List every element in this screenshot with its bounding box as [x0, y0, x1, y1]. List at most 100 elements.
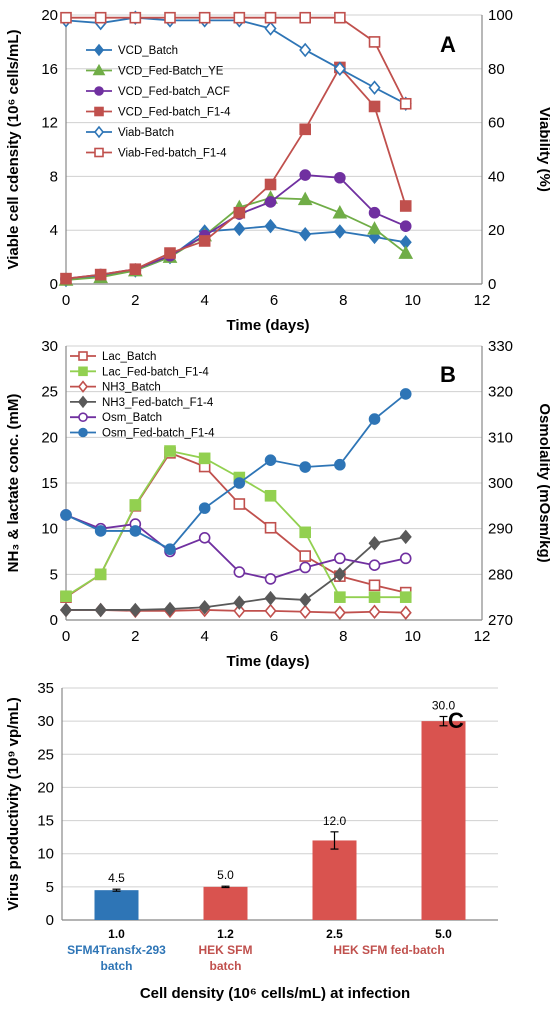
data-point: [264, 218, 277, 234]
data-point: [94, 568, 107, 581]
data-point: [264, 11, 277, 24]
data-point: [60, 11, 72, 24]
y-tick-label: 0: [46, 912, 54, 929]
legend-swatch-marker: [78, 427, 88, 438]
legend-label: Osm_Fed-batch_F1-4: [102, 428, 215, 440]
y-tick-label: 15: [37, 813, 54, 830]
data-point: [297, 191, 313, 206]
data-point: [299, 123, 312, 136]
data-point: [398, 245, 414, 259]
y-tick-label: 16: [41, 61, 58, 78]
bar: [94, 890, 139, 920]
legend-label: VCD_Fed-Batch_YE: [118, 66, 224, 78]
x-tick-label: 2: [131, 292, 139, 309]
bar-value-label: 12.0: [323, 814, 347, 828]
data-point: [129, 602, 142, 618]
data-point: [299, 526, 312, 539]
y-tick-label: 20: [41, 429, 58, 446]
data-point: [299, 42, 312, 58]
data-point: [299, 11, 312, 24]
data-point: [399, 97, 412, 110]
category-label: 2.5: [326, 927, 343, 941]
data-point: [164, 247, 176, 259]
y-tick-label: 4: [50, 222, 58, 239]
series-line: [65, 16, 407, 105]
data-point: [264, 489, 277, 502]
data-point: [233, 595, 246, 610]
y-tick-label: 0: [50, 276, 58, 293]
y-tick-label: 5: [50, 566, 58, 583]
y-tick-label: 8: [50, 168, 58, 185]
legend-label: Osm_Batch: [102, 412, 162, 424]
data-point: [368, 206, 381, 219]
data-point: [198, 11, 211, 24]
data-point: [198, 599, 211, 615]
x-axis-title: Time (days): [226, 317, 309, 334]
data-point: [129, 525, 142, 537]
data-point: [129, 11, 142, 24]
x-tick-label: 0: [62, 628, 70, 645]
data-point: [129, 499, 142, 511]
legend-label: Lac_Batch: [102, 351, 156, 363]
x-tick-label: 4: [200, 628, 208, 645]
y2-tick-label: 60: [488, 115, 505, 132]
data-point: [368, 80, 381, 95]
data-point: [264, 603, 277, 619]
legend-swatch-marker: [77, 380, 89, 393]
data-point: [299, 550, 312, 562]
data-point: [299, 226, 312, 242]
data-point: [368, 413, 381, 425]
legend-label: Viab-Batch: [118, 127, 174, 139]
x-tick-label: 0: [62, 292, 70, 309]
data-point: [233, 566, 246, 578]
legend-swatch-marker: [93, 43, 105, 57]
group-label: batch: [100, 959, 132, 973]
y2-tick-label: 270: [488, 612, 513, 629]
data-point: [198, 531, 211, 544]
legend-label: VCD_Fed-batch_ACF: [118, 86, 230, 98]
data-point: [399, 605, 412, 620]
y2-tick-label: 20: [488, 222, 505, 239]
data-point: [334, 552, 346, 565]
legend-label: VCD_Fed-batch_F1-4: [118, 107, 231, 119]
data-point: [368, 559, 381, 572]
data-point: [60, 509, 72, 521]
data-point: [299, 561, 312, 574]
x-tick-label: 4: [200, 292, 208, 309]
group-label: SFM4Transfx-293: [67, 943, 166, 957]
data-point: [233, 477, 246, 489]
data-point: [334, 458, 346, 471]
data-point: [264, 521, 277, 534]
data-point: [399, 220, 412, 232]
y2-axis-title: Viability (%): [536, 107, 550, 192]
data-point: [368, 100, 381, 113]
data-point: [368, 604, 381, 620]
data-point: [164, 11, 176, 24]
data-point: [264, 21, 277, 36]
y-tick-label: 10: [37, 846, 54, 863]
bar: [421, 721, 466, 920]
y-axis-title: NH₃ & lactate conc. (mM): [5, 394, 22, 573]
x-tick-label: 10: [404, 292, 421, 309]
data-point: [164, 445, 176, 457]
data-point: [333, 61, 346, 77]
bar-value-label: 5.0: [217, 868, 234, 882]
x-tick-label: 8: [339, 292, 347, 309]
data-point: [332, 205, 348, 219]
y-tick-label: 20: [37, 779, 54, 796]
legend-label: VCD_Batch: [118, 45, 178, 57]
data-point: [59, 602, 73, 618]
x-tick-label: 12: [474, 628, 491, 645]
bar-value-label: 4.5: [108, 871, 125, 885]
legend-swatch-marker: [94, 147, 104, 158]
y2-tick-label: 40: [488, 168, 505, 185]
y2-tick-label: 280: [488, 566, 513, 583]
data-point: [334, 591, 346, 603]
group-label: batch: [209, 959, 241, 973]
data-point: [399, 529, 412, 545]
y-tick-label: 12: [41, 115, 58, 132]
data-point: [299, 169, 312, 181]
data-point: [164, 543, 176, 556]
y-tick-label: 10: [41, 521, 58, 538]
